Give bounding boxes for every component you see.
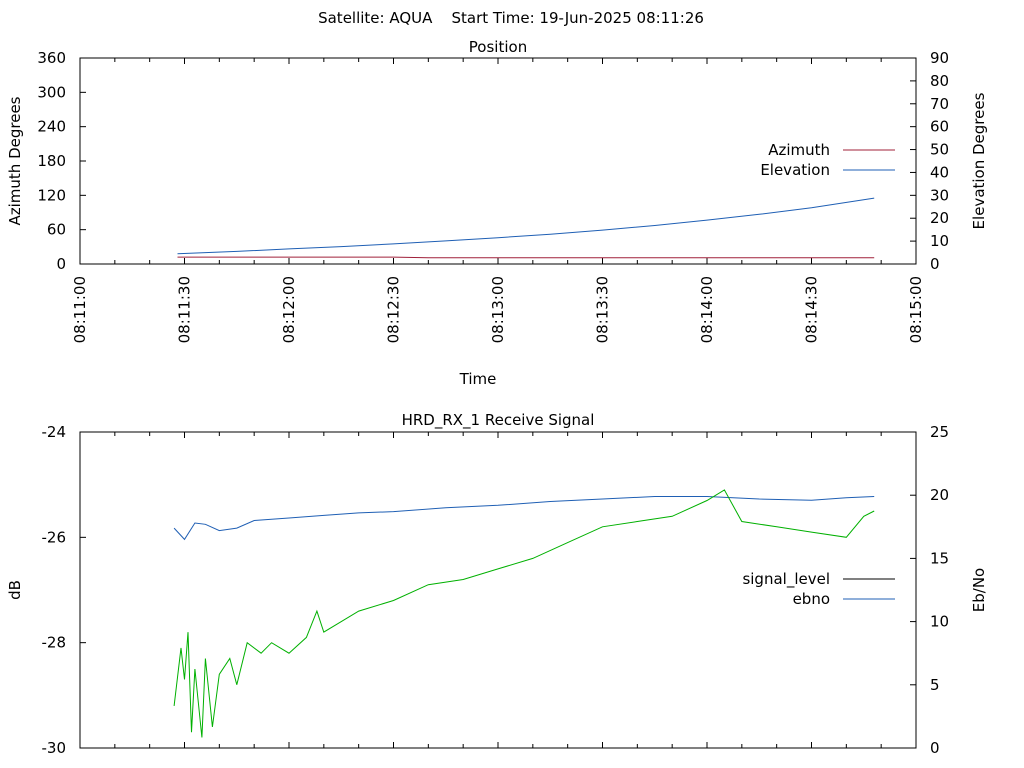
series-line-unlabeled (173, 489, 875, 738)
y-tick-label: -30 (42, 739, 67, 757)
x-tick-label: 08:11:30 (176, 276, 194, 343)
x-tick-label: 08:14:00 (698, 276, 716, 343)
page-title: Satellite: AQUA Start Time: 19-Jun-2025 … (318, 9, 704, 27)
y2-tick-label: 0 (930, 255, 940, 273)
y-tick-label: -26 (42, 528, 67, 546)
y2-tick-label: 30 (930, 186, 949, 204)
y-tick-label: 0 (56, 255, 66, 273)
y-tick-label: 300 (37, 83, 66, 101)
y-tick-label: 240 (37, 118, 66, 136)
series-line-ebno (173, 496, 875, 541)
y2-tick-label: 50 (930, 141, 949, 159)
x-tick-label: 08:15:00 (907, 276, 925, 343)
y2-tick-label: 25 (930, 423, 949, 441)
series-line-elevation (177, 197, 875, 255)
y2-axis-label: Elevation Degrees (970, 92, 988, 229)
x-tick-label: 08:13:00 (489, 276, 507, 343)
y-tick-label: 120 (37, 186, 66, 204)
x-axis-label: Time (459, 370, 497, 388)
y2-tick-label: 0 (930, 739, 940, 757)
legend-label: signal_level (742, 570, 830, 589)
y2-tick-label: 60 (930, 118, 949, 136)
y2-tick-label: 70 (930, 95, 949, 113)
y2-tick-label: 90 (930, 49, 949, 67)
chart-title: HRD_RX_1 Receive Signal (402, 411, 595, 430)
x-tick-label: 08:12:30 (385, 276, 403, 343)
series-line-azimuth (177, 256, 875, 259)
y-tick-label: 360 (37, 49, 66, 67)
y2-tick-label: 40 (930, 163, 949, 181)
y2-tick-label: 15 (930, 549, 949, 567)
y2-axis-label: Eb/No (970, 568, 988, 612)
plot-frame (79, 431, 917, 749)
chart-title: Position (469, 38, 527, 56)
y-tick-label: 180 (37, 152, 66, 170)
y2-tick-label: 20 (930, 486, 949, 504)
x-tick-label: 08:12:00 (280, 276, 298, 343)
y2-tick-label: 10 (930, 232, 949, 250)
y-axis-label: dB (6, 580, 24, 600)
x-tick-label: 08:14:30 (803, 276, 821, 343)
y2-tick-label: 80 (930, 72, 949, 90)
legend-label: Elevation (760, 161, 830, 179)
legend-label: ebno (793, 590, 830, 608)
position-chart: Position 0 60 120 180 240 300 360 0 10 20 30 40 50 60 7… (6, 38, 988, 388)
y2-tick-label: 10 (930, 613, 949, 631)
x-tick-label: 08:13:30 (594, 276, 612, 343)
y2-tick-label: 20 (930, 209, 949, 227)
x-tick-label: 08:11:00 (71, 276, 89, 343)
y-tick-label: -24 (42, 423, 67, 441)
y2-tick-label: 5 (930, 676, 940, 694)
y-tick-label: -28 (42, 634, 67, 652)
y-tick-label: 60 (47, 221, 66, 239)
receive-signal-chart: HRD_RX_1 Receive Signal -30 -28 -26 -24 0 5 10 1… (6, 411, 988, 757)
legend-label: Azimuth (768, 141, 830, 159)
y-axis-label: Azimuth Degrees (6, 96, 24, 225)
